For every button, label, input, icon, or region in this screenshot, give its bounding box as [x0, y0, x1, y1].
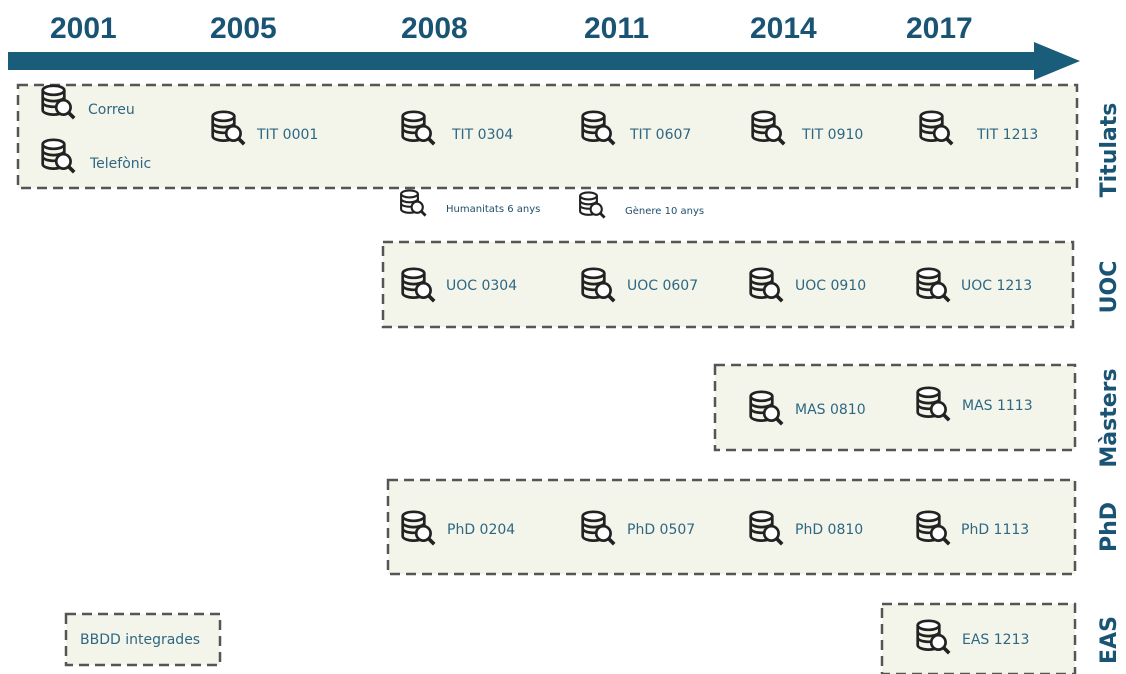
arrow: [8, 42, 1080, 80]
survey-label: TIT 0607: [629, 127, 691, 143]
survey-label: MAS 1113: [962, 398, 1033, 414]
survey-label: TIT 0001: [256, 127, 318, 143]
row-label: Titulats: [1097, 103, 1122, 198]
survey-label: UOC 0607: [627, 278, 698, 294]
row-label: EAS: [1097, 616, 1122, 664]
legend-text: BBDD integrades: [80, 632, 200, 648]
eas-box: [880, 602, 1077, 674]
survey-label: UOC 1213: [961, 278, 1032, 294]
note-label: Gènere 10 anys: [625, 205, 704, 217]
survey-label: UOC 0304: [446, 278, 517, 294]
titulats-box: [16, 83, 1079, 190]
row-label: PhD: [1097, 502, 1122, 552]
note-label: Humanitats 6 anys: [446, 204, 540, 215]
survey-label: TIT 1213: [976, 127, 1038, 143]
row-label: Màsters: [1097, 368, 1122, 467]
survey-label: EAS 1213: [962, 632, 1029, 648]
survey-label: Correu: [88, 102, 135, 118]
year-label: 2017: [906, 12, 973, 45]
year-label: 2014: [750, 12, 817, 45]
phd-box: [386, 478, 1077, 576]
survey-label: UOC 0910: [795, 278, 866, 294]
database-icon: [578, 191, 606, 219]
survey-label: PhD 0810: [795, 522, 863, 538]
survey-label: PhD 0507: [627, 522, 695, 538]
uoc-box: [381, 240, 1075, 329]
survey-label: PhD 0204: [447, 522, 515, 538]
survey-label: PhD 1113: [961, 522, 1029, 538]
year-label: 2011: [584, 12, 649, 45]
legend-box: [64, 612, 222, 667]
survey-label: Telefònic: [89, 156, 151, 172]
survey-label: MAS 0810: [795, 402, 866, 418]
survey-label: TIT 0910: [801, 127, 863, 143]
year-label: 2001: [50, 12, 117, 45]
year-label: 2008: [401, 12, 468, 45]
row-label: UOC: [1097, 261, 1122, 314]
year-label: 2005: [210, 12, 277, 45]
survey-label: TIT 0304: [451, 127, 513, 143]
database-icon: [399, 189, 427, 217]
